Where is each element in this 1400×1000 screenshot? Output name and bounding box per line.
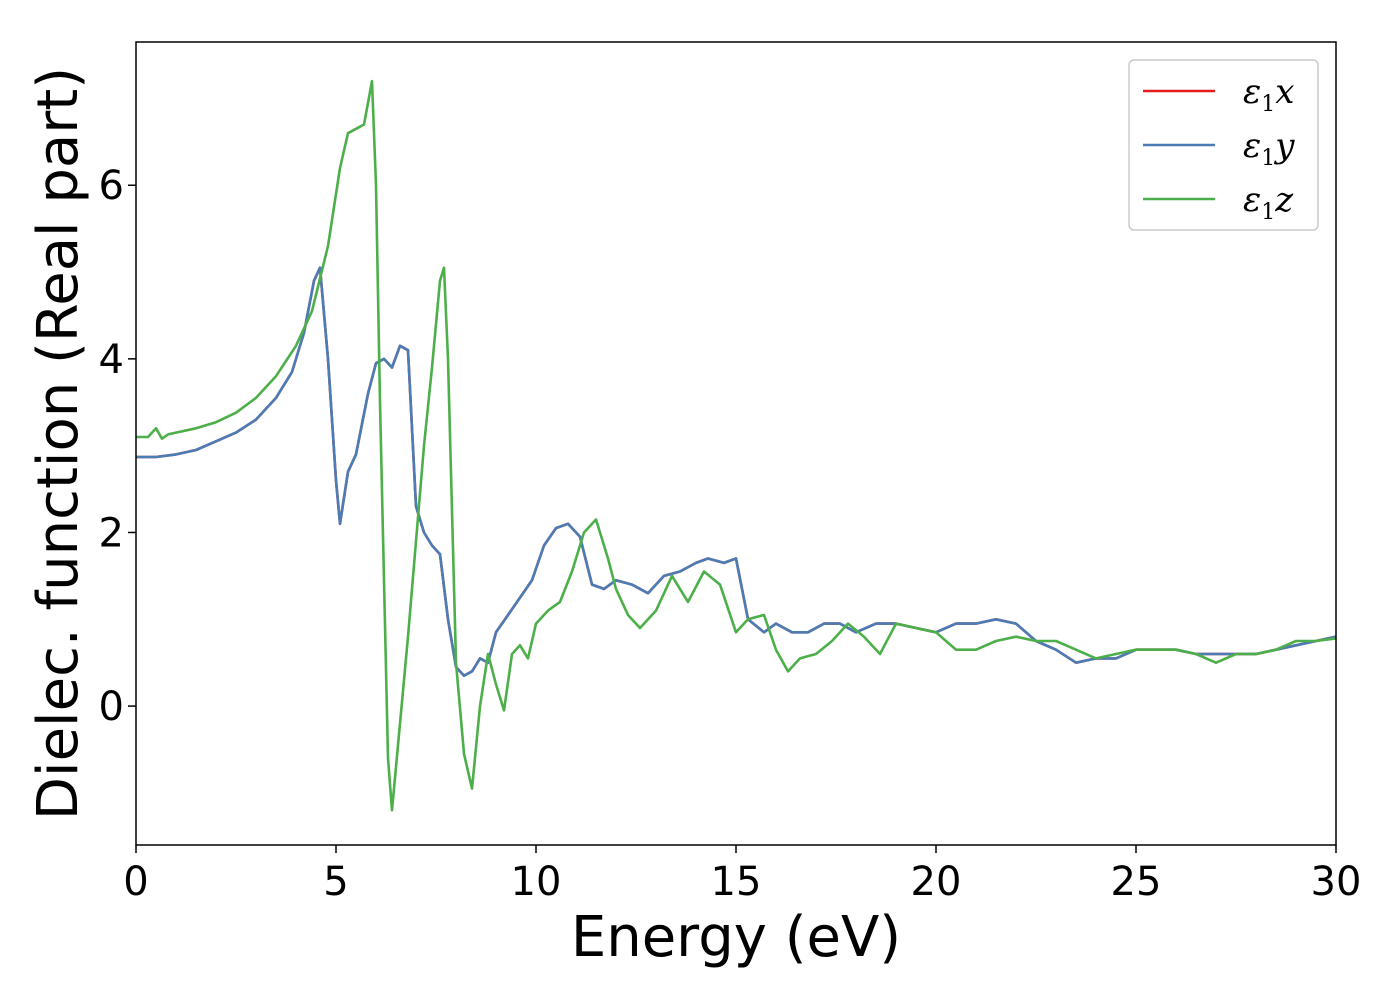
x-tick-label: 25 [1111,859,1162,905]
legend-label-base: ε [1243,180,1261,220]
x-tick-label: 15 [711,859,762,905]
x-tick-label: 10 [511,859,562,905]
series-line-1 [136,266,1336,678]
legend-label-suffix: x [1275,72,1294,112]
legend-label-0: ε1x [1243,72,1294,117]
x-tick-label: 5 [323,859,348,905]
legend-label-suffix: y [1273,126,1295,166]
x-tick-label: 0 [123,859,148,905]
series-line-2 [136,79,1336,812]
y-tick-label: 2 [99,510,124,556]
y-tick-label: 4 [99,337,124,383]
x-tick-label: 20 [911,859,962,905]
series-line-0 [136,266,1336,678]
legend-label-base: ε [1243,126,1261,166]
legend-label-subscript: 1 [1261,200,1275,225]
y-tick-label: 6 [99,163,124,209]
y-axis-ticks: 0 2 4 6 [99,163,136,730]
legend-label-1: ε1y [1243,126,1295,171]
legend-label-subscript: 1 [1261,146,1275,171]
x-tick-label: 30 [1311,859,1362,905]
y-axis-title: Dielec. function (Real part) [26,67,91,820]
legend-label-base: ε [1243,72,1261,112]
legend-frame [1128,59,1319,231]
legend-label-suffix: z [1274,180,1294,220]
legend-label-2: ε1z [1243,180,1294,225]
legend-label-subscript: 1 [1261,92,1275,117]
series-layer [136,79,1336,812]
x-axis-title: Energy (eV) [571,905,901,970]
x-axis-ticks: 0 5 10 15 20 25 30 [123,845,1361,905]
y-tick-label: 0 [99,684,124,730]
